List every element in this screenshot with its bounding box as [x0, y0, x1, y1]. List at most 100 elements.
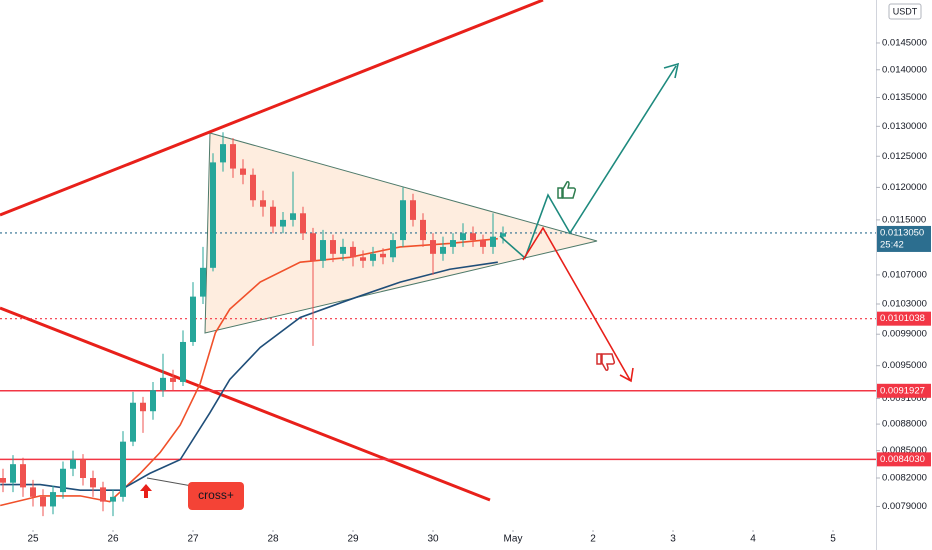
price-label: 0.0084030 [880, 454, 925, 465]
price-label: 0.0091927 [880, 385, 925, 396]
candle-body [90, 478, 96, 488]
candle-body [40, 496, 46, 507]
candle-body [260, 200, 266, 207]
candle-body [460, 233, 466, 241]
candle-body [110, 496, 116, 502]
candle-body [30, 487, 36, 497]
candle-body [350, 246, 356, 258]
candle-body [140, 402, 146, 412]
candle-body [360, 257, 366, 261]
channel-lower-line [0, 306, 491, 502]
price-label-box [877, 311, 931, 326]
x-tick-label: 27 [187, 534, 199, 545]
price-label-box [877, 452, 931, 467]
x-tick-label: 30 [427, 534, 439, 545]
candle-body [480, 240, 486, 247]
moving-average-line [0, 237, 498, 507]
candle-body [200, 267, 206, 297]
price-label: 0.0101038 [880, 313, 925, 324]
y-tick-label: 0.0079000 [882, 501, 927, 512]
bullish-arrowhead [663, 62, 680, 79]
y-tick-label: 0.0085000 [882, 445, 927, 456]
callout-line [146, 477, 193, 487]
bullish-path [499, 65, 677, 260]
x-tick-label: 2 [590, 534, 596, 545]
candle-body [240, 168, 246, 175]
y-tick-label: 0.0095000 [882, 360, 927, 371]
x-tick-label: 26 [107, 534, 119, 545]
candle-body [20, 464, 26, 488]
candle-body [450, 240, 456, 247]
candle-body [150, 390, 156, 412]
candle-body [10, 464, 16, 483]
x-tick-label: 28 [267, 534, 279, 545]
candle-body [180, 341, 186, 382]
y-tick-label: 0.0135000 [882, 92, 927, 103]
candle-body [390, 240, 396, 258]
candle-body [440, 246, 446, 254]
candle-body [190, 296, 196, 342]
candle-body [410, 200, 416, 220]
projection: cross+ [140, 62, 680, 510]
candle-body [500, 233, 506, 237]
candle-body [400, 200, 406, 241]
candle-body [320, 240, 326, 261]
candle-body [130, 402, 136, 442]
candle-body [420, 219, 426, 241]
y-tick-label: 0.0125000 [882, 151, 927, 162]
y-tick-label: 0.0107000 [882, 269, 927, 280]
y-tick-label: 0.0088000 [882, 419, 927, 430]
candle-body [50, 492, 56, 507]
y-tick-label: 0.0120000 [882, 182, 927, 193]
candle-body [70, 459, 76, 469]
bearish-path [522, 226, 631, 381]
currency-box [888, 3, 922, 20]
callout-box [188, 482, 244, 510]
callout-text: cross+ [198, 488, 234, 502]
series-layer [0, 132, 876, 517]
candle-body [100, 487, 106, 502]
x-tick-label: 3 [670, 534, 676, 545]
candle-body [220, 144, 226, 163]
candle-body [0, 478, 7, 483]
candle-body [490, 236, 496, 247]
candle-body [300, 213, 306, 234]
bearish-arrowhead [619, 367, 634, 383]
candle-body [80, 459, 86, 479]
price-label-box [877, 383, 931, 398]
price-label: 0.0113050 [880, 227, 924, 238]
candle-body [230, 144, 236, 169]
thumbs-down-icon [596, 353, 616, 371]
x-tick-label: 4 [750, 534, 756, 545]
axis-layer: 0.0145000 0.0140000 0.0135000 0.0130000 0.01… [27, 37, 931, 545]
candle-body [170, 377, 176, 382]
x-tick-label: May [504, 534, 523, 545]
candle-body [310, 233, 316, 261]
x-tick-label: 5 [830, 534, 836, 545]
countdown-label: 25:42 [880, 239, 904, 250]
candle-body [280, 219, 286, 227]
thumbs-up-icon [557, 181, 577, 199]
cross-arrow [140, 484, 152, 498]
candle-body [470, 233, 476, 241]
y-tick-label: 0.0082000 [882, 473, 927, 484]
y-tick-label: 0.0145000 [882, 37, 927, 48]
candle-body [290, 213, 296, 220]
currency-label: USDT [893, 6, 918, 16]
candle-body [340, 246, 346, 254]
candle-body [380, 253, 386, 258]
candle-body [120, 441, 126, 497]
y-tick-label: 0.0130000 [882, 121, 927, 132]
candle-body [60, 468, 66, 493]
channel-upper-line [0, 0, 544, 217]
y-tick-label: 0.0091000 [882, 393, 927, 404]
moving-average-line [0, 261, 498, 492]
candle-body [160, 377, 166, 391]
x-tick-label: 29 [347, 534, 359, 545]
candle-body [330, 240, 336, 254]
candle-body [430, 240, 436, 254]
y-tick-label: 0.0115000 [882, 214, 926, 225]
candle-body [270, 206, 276, 227]
